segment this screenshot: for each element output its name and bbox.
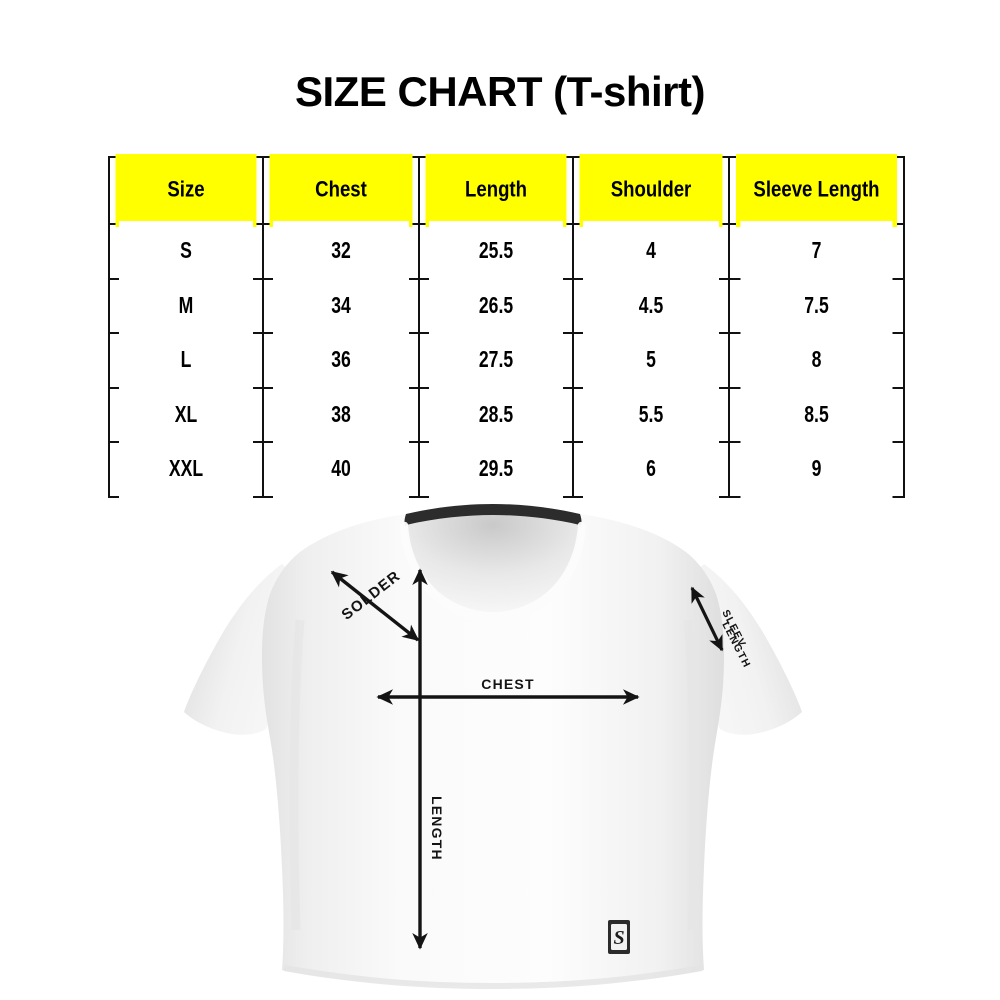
cell-sleeve-length: 8.5 [738, 381, 895, 448]
cell-length: 29.5 [427, 436, 565, 503]
column-header-length: Length [423, 151, 569, 230]
cell-shoulder: 5 [581, 327, 721, 394]
table-row: M 34 26.5 4.5 7.5 [109, 272, 904, 339]
cell-shoulder: 4 [581, 218, 721, 285]
cell-size: L [117, 327, 255, 394]
t-shirt-illustration: S [184, 504, 802, 990]
shoulder-arrow-line [330, 570, 420, 642]
table-row: XL 38 28.5 5.5 8.5 [109, 381, 904, 448]
cell-sleeve-length: 9 [738, 436, 895, 503]
size-chart-table-container: Size Chest Length Shoulder Sleeve Length… [108, 151, 905, 503]
size-chart-table: Size Chest Length Shoulder Sleeve Length… [108, 151, 905, 503]
table-row: S 32 25.5 4 7 [109, 218, 904, 285]
torso-fold-right [683, 619, 699, 931]
cell-length: 28.5 [427, 381, 565, 448]
length-label: LENGTH [429, 796, 445, 861]
sleeve-arrow-line [690, 586, 724, 652]
cell-sleeve-length: 7 [738, 218, 895, 285]
table-row: L 36 27.5 5 8 [109, 327, 904, 394]
table-row: XXL 40 29.5 6 9 [109, 436, 904, 503]
cell-chest: 40 [271, 436, 411, 503]
brand-tag: S [608, 920, 630, 954]
cell-length: 25.5 [427, 218, 565, 285]
page-title: SIZE CHART (T-shirt) [295, 68, 705, 115]
t-shirt-measurement-diagram: S SOLDER SLEEV LENGTH CHEST LENGTH [0, 500, 1000, 1000]
cell-shoulder: 6 [581, 436, 721, 503]
cell-sleeve-length: 7.5 [738, 272, 895, 339]
cell-size: S [117, 218, 255, 285]
cell-shoulder: 5.5 [581, 381, 721, 448]
cell-chest: 36 [271, 327, 411, 394]
cell-size: XL [117, 381, 255, 448]
column-header-shoulder: Shoulder [577, 151, 725, 230]
cell-length: 27.5 [427, 327, 565, 394]
length-dimension: LENGTH [412, 568, 445, 950]
cell-chest: 32 [271, 218, 411, 285]
cell-shoulder: 4.5 [581, 272, 721, 339]
cell-chest: 38 [271, 381, 411, 448]
neckline-opening [406, 515, 580, 614]
cell-sleeve-length: 8 [738, 327, 895, 394]
column-header-size: Size [113, 151, 259, 230]
chest-label: CHEST [481, 676, 534, 692]
table-header-row: Size Chest Length Shoulder Sleeve Length [109, 151, 904, 230]
cell-size: M [117, 272, 255, 339]
cell-size: XXL [117, 436, 255, 503]
brand-tag-letter: S [613, 927, 624, 949]
torso-fold-left [289, 619, 305, 931]
column-header-chest: Chest [267, 151, 415, 230]
column-header-sleeve-length: Sleeve Length [734, 151, 899, 230]
hem-shadow [283, 965, 703, 990]
